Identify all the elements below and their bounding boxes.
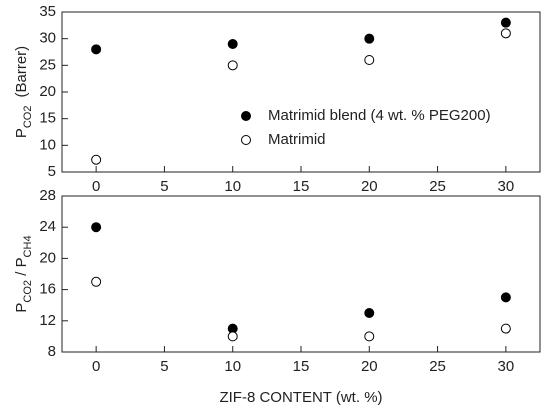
y-tick-label: 8	[48, 343, 56, 360]
plot-frame	[61, 11, 541, 173]
data-point	[500, 292, 511, 303]
y-axis-title-part: CO2	[22, 106, 34, 129]
y-tick-label: 15	[39, 110, 56, 127]
y-tick-label: 5	[48, 163, 56, 180]
y-tick-label: 35	[39, 3, 56, 20]
x-tick-label: 25	[429, 178, 446, 195]
legend-label: Matrimid	[268, 131, 326, 148]
y-tick-label: 20	[39, 83, 56, 100]
y-axis-title: PCO2 / PCH4	[13, 235, 34, 312]
data-point	[364, 55, 375, 65]
data-point	[500, 17, 511, 28]
y-tick-label: 28	[39, 187, 56, 204]
x-tick-label: 20	[361, 178, 378, 195]
x-tick-label: 10	[224, 178, 241, 195]
x-tick-label: 0	[92, 178, 100, 195]
data-point	[364, 331, 375, 342]
y-axis-title-part: CH4	[22, 235, 34, 257]
x-tick-label: 0	[92, 358, 100, 375]
y-tick-label: 30	[39, 30, 56, 47]
x-tick-label: 25	[429, 358, 446, 375]
y-axis-title-part: P	[13, 128, 30, 138]
x-tick-label: 20	[361, 358, 378, 375]
x-tick-label: 10	[224, 358, 241, 375]
x-tick-label: 30	[498, 178, 515, 195]
plot-frame	[61, 195, 541, 353]
y-tick-label: 24	[39, 218, 56, 235]
data-point	[500, 323, 511, 334]
y-tick-label: 10	[39, 136, 56, 153]
legend-marker	[241, 111, 251, 121]
data-point	[227, 39, 238, 49]
y-tick-label: 25	[39, 56, 56, 73]
x-tick-label: 15	[293, 178, 310, 195]
data-point	[91, 222, 102, 233]
y-tick-label: 16	[39, 281, 56, 298]
data-point	[227, 60, 238, 71]
y-axis-title-part: CO2	[22, 280, 34, 303]
legend-marker	[241, 135, 251, 145]
x-axis-title: ZIF-8 CONTENT (wt. %)	[219, 389, 382, 406]
data-point	[500, 28, 511, 39]
x-tick-label: 5	[160, 358, 168, 375]
x-tick-label: 5	[160, 178, 168, 195]
data-point	[364, 308, 375, 318]
data-point	[91, 154, 102, 165]
y-axis-title-part: / P	[13, 257, 30, 280]
x-tick-label: 15	[293, 358, 310, 375]
y-tick-label: 20	[39, 249, 56, 266]
y-axis-title-part: P	[13, 303, 30, 313]
data-point	[227, 331, 238, 342]
data-point	[91, 276, 102, 287]
x-tick-label: 30	[498, 358, 515, 375]
data-point	[91, 44, 102, 55]
data-point	[364, 33, 375, 44]
legend-label: Matrimid blend (4 wt. % PEG200)	[268, 107, 491, 124]
y-tick-label: 12	[39, 312, 56, 329]
y-axis-title: PCO2 (Barrer)	[13, 46, 34, 138]
y-axis-title-part: (Barrer)	[13, 46, 30, 98]
